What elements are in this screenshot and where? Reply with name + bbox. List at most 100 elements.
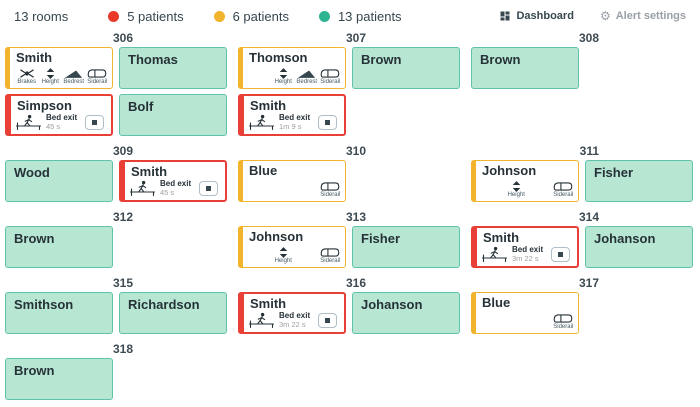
legend-label: 6 patients <box>232 8 289 24</box>
siderail-status: Siderail <box>319 247 343 265</box>
room: 314 Smith Bed exit <box>471 211 693 268</box>
room-number: 310 <box>345 144 366 158</box>
alarm-row: Bed exit 3m 22 s <box>248 311 340 329</box>
rooms-grid: 306 Smith Brakes <box>0 30 700 400</box>
room-cards: Blue <box>238 160 460 202</box>
legend-label: 13 patients <box>337 8 402 24</box>
room-number: 316 <box>345 276 366 290</box>
patient-card-occupied[interactable]: Bolf <box>119 94 227 136</box>
room: 310 Blue <box>238 145 460 202</box>
room: 309 Wood Smith <box>5 145 227 202</box>
siderail-status: Siderail <box>319 181 343 199</box>
siderail-label: Siderail <box>320 79 341 85</box>
alarm-dot-icon <box>108 10 120 22</box>
bed-status-icons: Siderail <box>248 181 342 199</box>
patient-card-occupied[interactable]: Smithson <box>5 292 113 334</box>
patient-card-occupied[interactable]: Wood <box>5 160 113 202</box>
alarm-label: Bed exit <box>279 311 311 320</box>
patient-card-occupied[interactable]: Thomas <box>119 47 227 89</box>
alarm-texts: Bed exit 45 s <box>160 179 191 197</box>
room-number: 307 <box>345 31 366 45</box>
stop-icon <box>325 317 330 323</box>
patient-card-occupied[interactable]: Brown <box>5 226 113 268</box>
alert-settings-button[interactable]: ⚙ Alert settings <box>600 10 686 22</box>
bed-exit-icon <box>481 246 508 263</box>
patient-card-warning[interactable]: Johnson <box>238 226 346 268</box>
patient-name: Brown <box>480 52 521 67</box>
siderail-label: Siderail <box>87 79 108 85</box>
height-icon <box>505 181 529 192</box>
stop-alarm-button[interactable] <box>318 114 337 130</box>
patient-name: Simpson <box>17 98 72 113</box>
patient-card-occupied[interactable]: Brown <box>471 47 579 89</box>
height-icon <box>39 68 63 79</box>
patient-name: Johanson <box>594 231 656 246</box>
brakes-label: Brakes <box>17 79 37 85</box>
stop-icon <box>325 119 330 125</box>
patient-card-occupied[interactable]: Fisher <box>585 160 693 202</box>
room-cards: Smith Bed exit 3m 22 s <box>238 292 460 334</box>
stop-alarm-button[interactable] <box>199 180 218 196</box>
patient-name: Smith <box>131 164 168 179</box>
patient-card-alarm[interactable]: Smith Bed exit 3m 22 s <box>471 226 579 268</box>
dashboard-icon <box>499 10 511 22</box>
siderail-status: Siderail <box>319 68 343 86</box>
bedrest-status: Bedrest <box>295 68 319 86</box>
siderail-icon <box>552 313 576 324</box>
alarm-texts: Bed exit 3m 22 s <box>512 245 543 263</box>
height-status: Height <box>272 68 296 86</box>
patient-card-warning[interactable]: Smith Brakes <box>5 47 113 89</box>
patient-name: Smith <box>483 230 520 245</box>
bed-exit-icon <box>248 114 275 131</box>
patient-card-occupied[interactable]: Richardson <box>119 292 227 334</box>
patient-name: Richardson <box>128 297 200 312</box>
room-number: 306 <box>112 31 133 45</box>
patient-name: Johnson <box>482 163 537 178</box>
room-cards: Brown <box>5 226 227 268</box>
bedrest-status: Bedrest <box>62 68 86 86</box>
patient-name: Fisher <box>361 231 401 246</box>
patient-card-alarm[interactable]: Simpson Bed exit 45 s <box>5 94 113 136</box>
stop-alarm-button[interactable] <box>85 114 104 130</box>
room-cards: Johnson <box>238 226 460 268</box>
legend-label: 5 patients <box>127 8 184 24</box>
patient-card-warning[interactable]: Blue <box>238 160 346 202</box>
patient-card-warning[interactable]: Blue <box>471 292 579 334</box>
stop-alarm-button[interactable] <box>318 312 337 328</box>
patient-name: Brown <box>361 52 402 67</box>
room: 308 Brown <box>471 32 693 136</box>
room: 317 Blue <box>471 277 693 334</box>
bed-status-icons: Height Siderail <box>481 181 575 199</box>
patient-name: Blue <box>482 295 511 310</box>
room-number: 318 <box>112 342 133 356</box>
height-icon <box>272 68 296 79</box>
siderail-icon <box>319 181 343 192</box>
patient-card-warning[interactable]: Thomson <box>238 47 346 89</box>
patient-card-occupied[interactable]: Johanson <box>352 292 460 334</box>
height-label: Height <box>41 79 59 85</box>
patient-card-occupied[interactable]: Johanson <box>585 226 693 268</box>
legend-item-occupied: 13 patients <box>318 8 402 24</box>
gear-icon: ⚙ <box>599 9 611 23</box>
patient-card-occupied[interactable]: Brown <box>5 358 113 400</box>
dashboard-button[interactable]: Dashboard <box>499 10 574 22</box>
alarm-label: Bed exit <box>160 179 192 188</box>
bed-exit-icon <box>248 312 275 329</box>
patient-card-alarm[interactable]: Smith Bed exit 45 s <box>119 160 227 202</box>
patient-card-alarm[interactable]: Smith Bed exit 1m 9 s <box>238 94 346 136</box>
stop-alarm-button[interactable] <box>551 246 570 262</box>
room-cards: Blue <box>471 292 693 334</box>
patient-card-occupied[interactable]: Brown <box>352 47 460 89</box>
patient-name: Blue <box>249 163 278 178</box>
patient-card-alarm[interactable]: Smith Bed exit 3m 22 s <box>238 292 346 334</box>
patient-name: Thomas <box>128 52 178 67</box>
room: 313 Johnson <box>238 211 460 268</box>
patient-name: Johanson <box>361 297 423 312</box>
patient-card-warning[interactable]: Johnson <box>471 160 579 202</box>
siderail-status: Siderail <box>552 181 576 199</box>
siderail-label: Siderail <box>553 324 574 330</box>
patient-card-occupied[interactable]: Fisher <box>352 226 460 268</box>
room: 316 Smith Bed exit <box>238 277 460 334</box>
room-cards: Brown <box>5 358 227 400</box>
siderail-icon <box>86 68 110 79</box>
